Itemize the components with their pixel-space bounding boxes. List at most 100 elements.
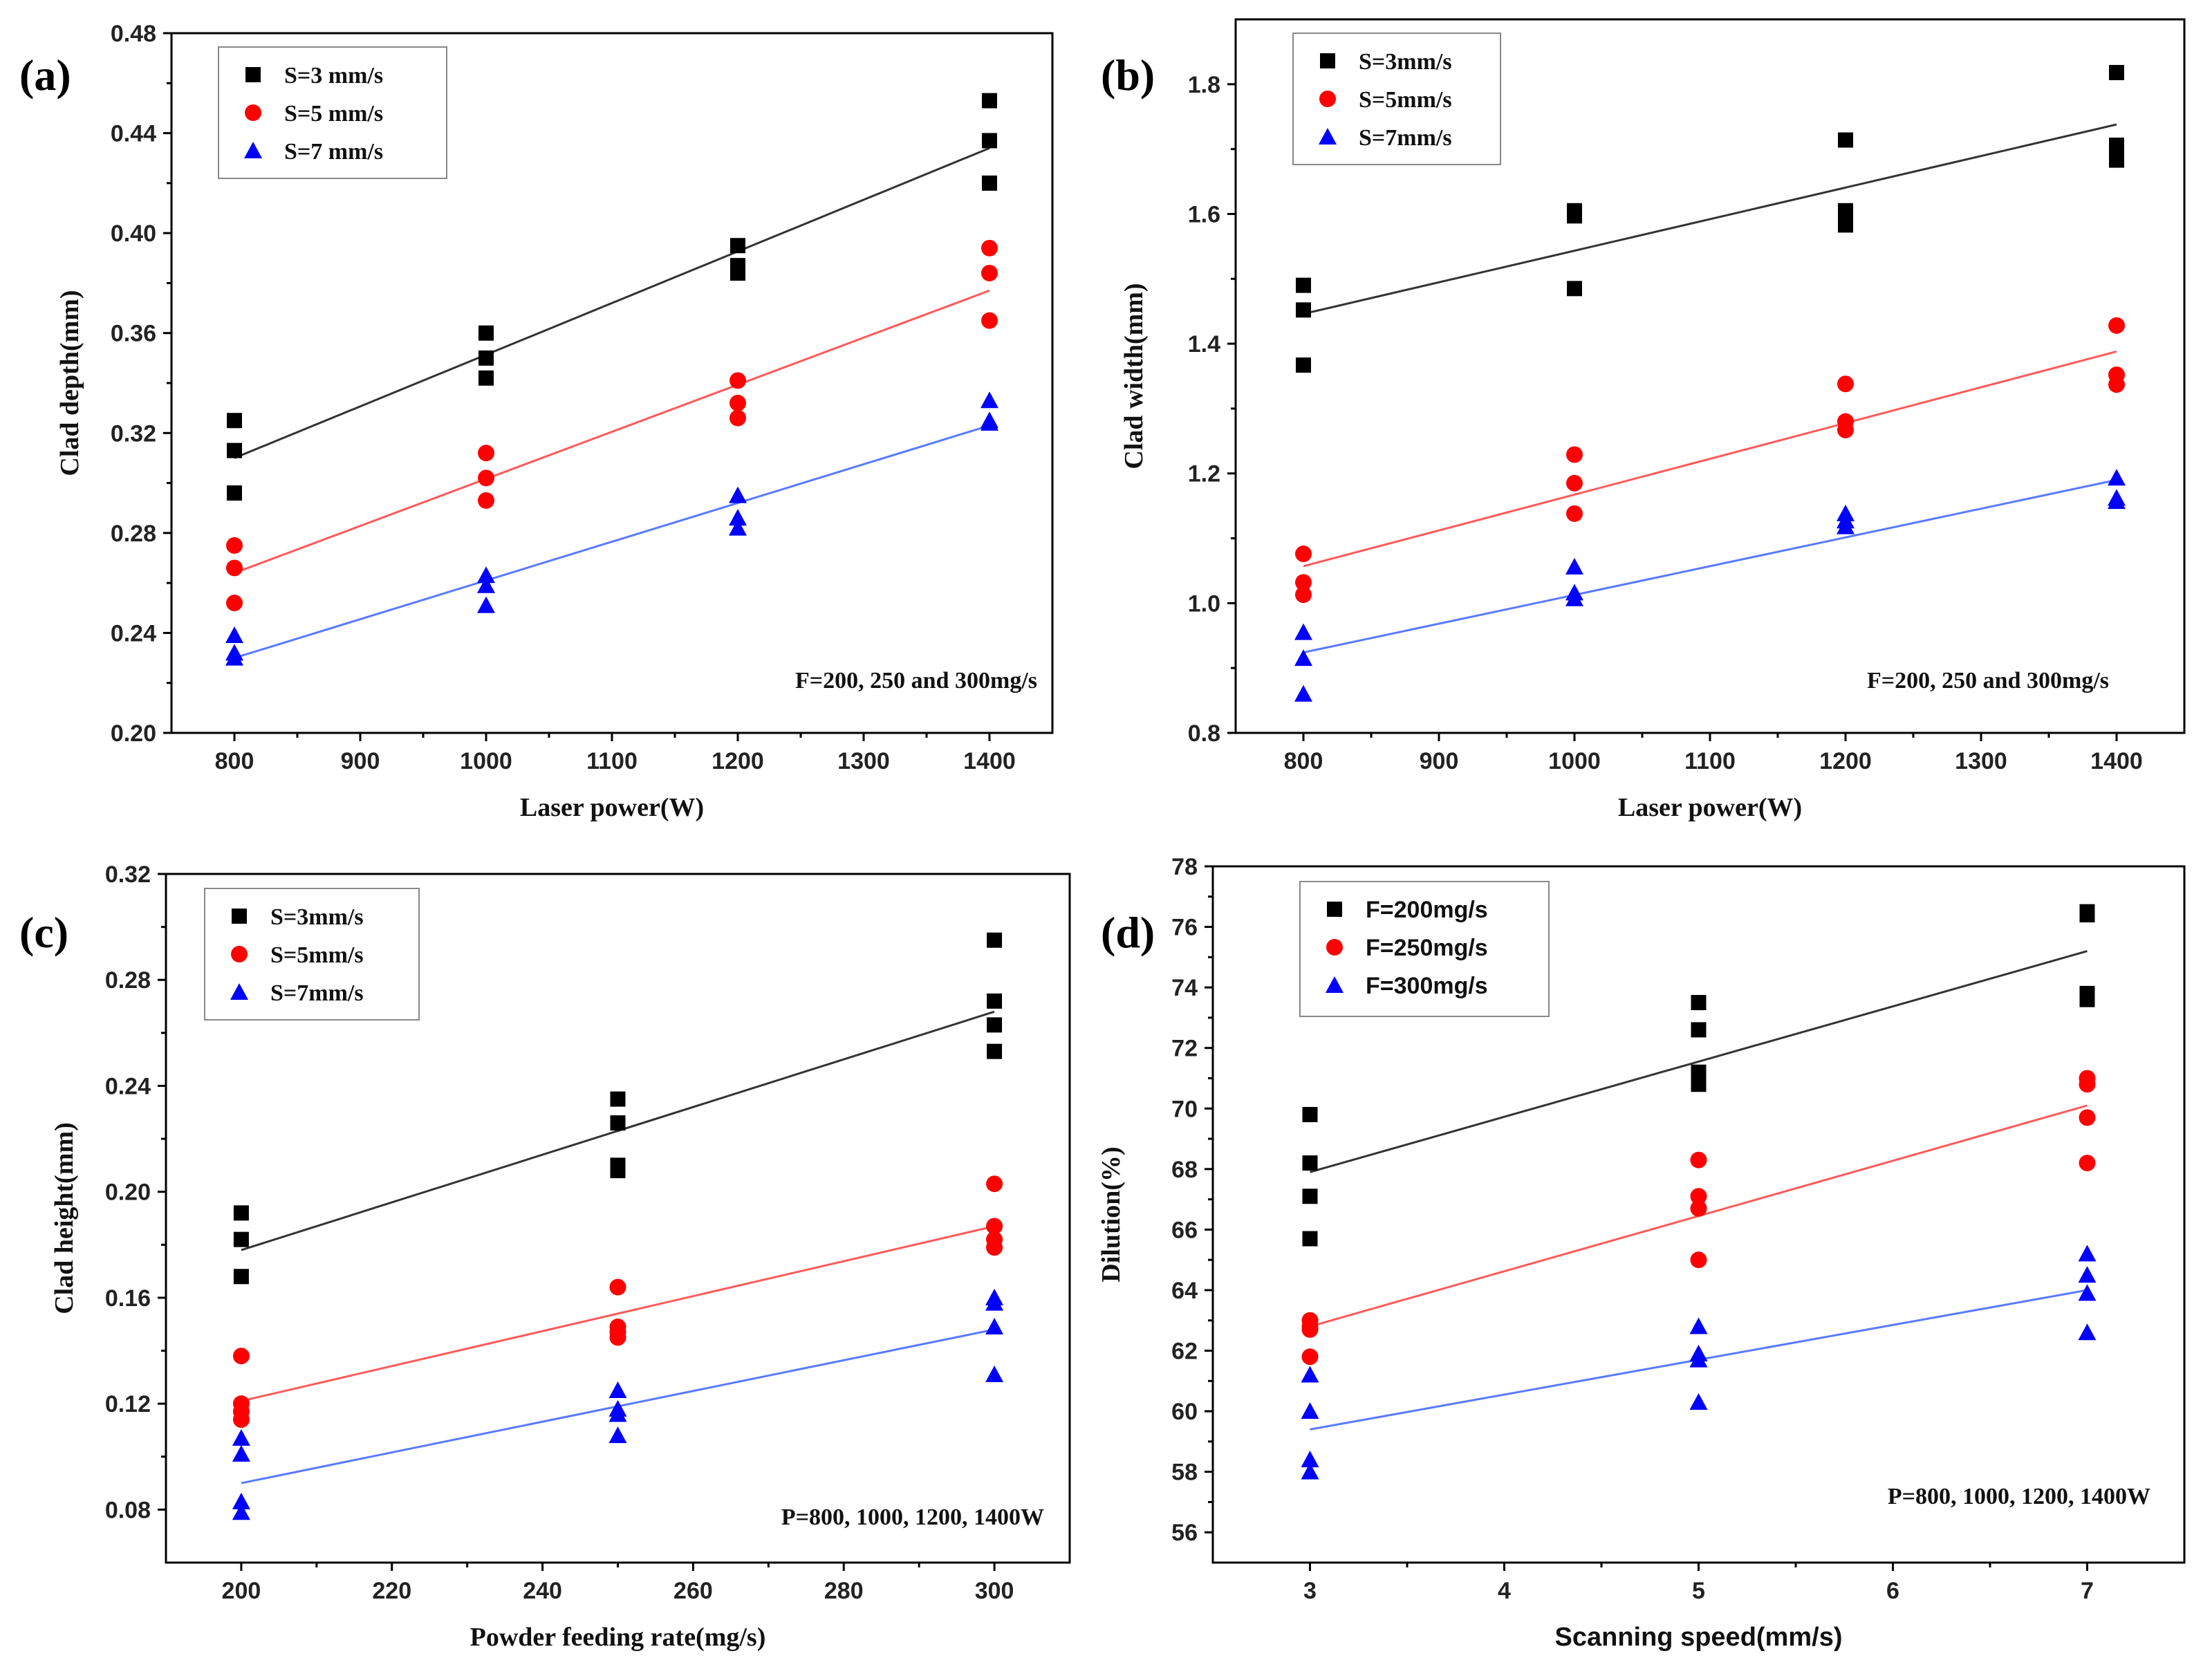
data-point-series-3 (2108, 469, 2126, 486)
data-point-series-2 (226, 559, 243, 577)
y-tick-label: 78 (1171, 854, 1198, 880)
data-point-series-2 (729, 409, 746, 427)
y-tick-label: 0.28 (105, 967, 151, 994)
data-point-series-3 (2108, 492, 2126, 510)
data-point-series-1 (610, 1115, 626, 1131)
x-tick-label: 4 (1498, 1578, 1511, 1604)
data-point-series-2 (729, 394, 746, 411)
data-point-series-1 (730, 265, 745, 281)
data-point-series-3 (225, 626, 243, 644)
data-point-series-1 (1691, 1022, 1707, 1038)
x-axis-label: Laser power(W) (520, 793, 704, 822)
legend-marker-3 (1326, 976, 1344, 993)
x-tick-label: 1300 (837, 748, 890, 774)
data-point-series-2 (981, 312, 998, 329)
legend-marker-2 (1326, 939, 1343, 956)
y-tick-label: 0.28 (111, 521, 156, 547)
condition-annotation: P=800, 1000, 1200, 1400W (1888, 1484, 2150, 1509)
data-point-series-1 (2109, 152, 2124, 168)
fit-line-2 (241, 1225, 995, 1402)
data-point-series-3 (477, 596, 495, 613)
data-point-series-1 (1302, 1155, 1318, 1171)
data-point-series-2 (981, 264, 998, 281)
data-point-series-3 (729, 519, 747, 536)
y-tick-label: 60 (1171, 1399, 1198, 1425)
data-point-series-2 (2079, 1076, 2096, 1093)
x-tick-label: 240 (523, 1578, 562, 1604)
fit-line-3 (1303, 478, 2117, 654)
data-point-series-1 (2109, 64, 2124, 80)
legend-marker-2 (231, 946, 248, 962)
fit-line-2 (234, 289, 990, 575)
data-point-series-3 (1294, 623, 1312, 640)
x-tick-label: 1400 (2090, 748, 2143, 774)
y-tick-label: 0.40 (111, 221, 156, 247)
y-tick-label: 66 (1171, 1217, 1198, 1243)
y-tick-label: 0.8 (1188, 720, 1220, 747)
data-point-series-1 (2079, 907, 2095, 923)
data-point-series-2 (986, 1239, 1003, 1256)
data-point-series-3 (608, 1381, 627, 1398)
y-tick-label: 0.24 (111, 620, 156, 646)
data-point-series-2 (1566, 474, 1583, 492)
data-point-series-1 (227, 413, 242, 429)
y-tick-label: 0.12 (105, 1391, 151, 1417)
x-tick-label: 1300 (1955, 748, 2007, 774)
legend-label-2: F=250mg/s (1366, 935, 1488, 961)
data-point-series-1 (1691, 1064, 1707, 1080)
data-point-series-1 (987, 932, 1003, 948)
data-point-series-3 (729, 509, 747, 526)
y-tick-label: 1.8 (1188, 72, 1220, 98)
data-point-series-1 (478, 370, 494, 386)
x-tick-label: 6 (1886, 1578, 1899, 1604)
y-tick-label: 0.20 (105, 1180, 151, 1206)
data-point-series-3 (729, 486, 747, 503)
legend-marker-1 (245, 67, 261, 82)
data-point-series-3 (232, 1428, 250, 1446)
legend: S=3mm/s S=5mm/s S=7mm/s (1292, 32, 1501, 165)
x-tick-label: 1400 (963, 748, 1016, 774)
y-tick-label: 0.36 (111, 321, 156, 347)
condition-annotation: F=200, 250 and 300mg/s (1867, 668, 2109, 693)
y-tick-label: 0.32 (111, 420, 156, 447)
data-point-series-2 (609, 1329, 626, 1346)
legend-marker-2 (245, 104, 261, 121)
x-tick-label: 1200 (712, 748, 764, 774)
data-point-series-3 (477, 566, 495, 584)
data-point-series-3 (980, 413, 998, 431)
data-point-series-2 (2108, 317, 2125, 334)
data-point-series-1 (610, 1091, 626, 1107)
data-point-series-2 (226, 537, 243, 554)
data-point-series-1 (982, 175, 997, 191)
legend-marker-1 (1327, 902, 1342, 917)
data-point-series-2 (1690, 1151, 1707, 1168)
x-axis-label: Laser power(W) (1618, 793, 1802, 822)
data-point-series-1 (610, 1163, 626, 1179)
data-point-series-1 (1691, 995, 1707, 1011)
data-point-series-3 (2078, 1266, 2097, 1283)
y-tick-label: 58 (1171, 1460, 1198, 1486)
data-point-series-1 (1838, 132, 1853, 148)
data-point-series-2 (478, 492, 494, 509)
y-tick-label: 0.44 (111, 121, 156, 147)
y-tick-label: 1.2 (1188, 461, 1220, 487)
data-point-series-2 (478, 445, 494, 462)
legend-label-2: S=5mm/s (1359, 87, 1452, 113)
legend-label-1: F=200mg/s (1366, 897, 1488, 923)
y-tick-label: 72 (1171, 1036, 1198, 1062)
legend-label-1: S=3mm/s (270, 904, 364, 930)
data-point-series-2 (1837, 421, 1854, 438)
data-point-series-1 (227, 485, 242, 501)
data-point-series-2 (478, 469, 494, 487)
chart-panel-c: 200 220 240 260 280 300 0.08 0.12 0.16 0.20 0.24 0.… (19, 862, 1071, 1652)
data-point-series-1 (233, 1205, 249, 1221)
data-point-series-1 (1302, 1231, 1318, 1247)
data-point-series-1 (1296, 357, 1311, 373)
x-tick-label: 3 (1303, 1578, 1317, 1604)
y-tick-label: 0.24 (105, 1073, 151, 1099)
chart-panel-b: 800 900 1000 1100 1200 1300 1400 0.8 1.0 1.2 1.4 1.… (1101, 18, 2186, 822)
x-tick-label: 300 (975, 1578, 1014, 1604)
x-tick-label: 5 (1692, 1578, 1705, 1604)
